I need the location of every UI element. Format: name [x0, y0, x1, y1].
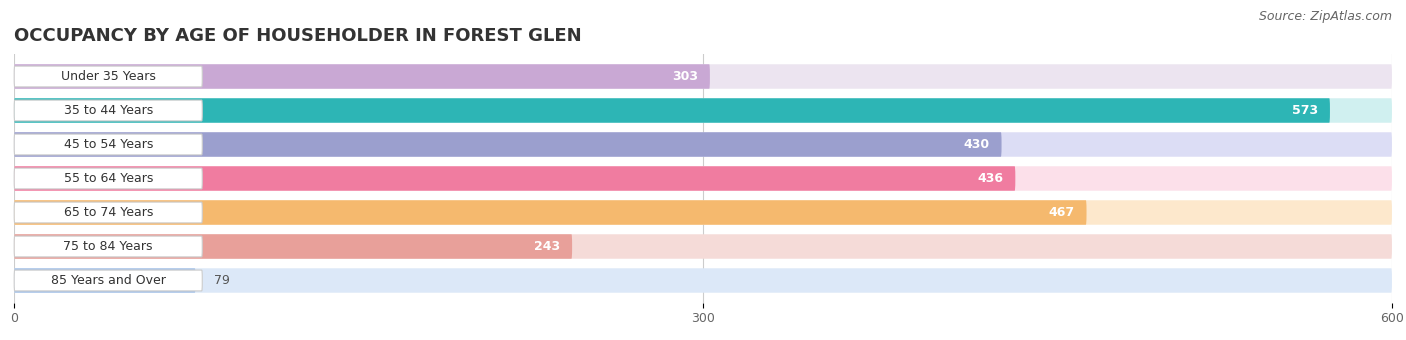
FancyBboxPatch shape	[14, 234, 572, 259]
FancyBboxPatch shape	[14, 268, 195, 293]
FancyBboxPatch shape	[14, 236, 202, 257]
FancyBboxPatch shape	[14, 98, 1330, 123]
FancyBboxPatch shape	[14, 200, 1392, 225]
FancyBboxPatch shape	[14, 66, 202, 87]
Text: 243: 243	[534, 240, 561, 253]
FancyBboxPatch shape	[14, 234, 1392, 259]
Text: 35 to 44 Years: 35 to 44 Years	[63, 104, 153, 117]
FancyBboxPatch shape	[14, 134, 202, 155]
Text: OCCUPANCY BY AGE OF HOUSEHOLDER IN FOREST GLEN: OCCUPANCY BY AGE OF HOUSEHOLDER IN FORES…	[14, 27, 582, 45]
FancyBboxPatch shape	[14, 168, 202, 189]
FancyBboxPatch shape	[14, 98, 1392, 123]
FancyBboxPatch shape	[14, 100, 202, 121]
FancyBboxPatch shape	[14, 166, 1015, 191]
FancyBboxPatch shape	[14, 132, 1392, 157]
Text: 430: 430	[965, 138, 990, 151]
FancyBboxPatch shape	[14, 132, 1001, 157]
Text: 303: 303	[672, 70, 699, 83]
Text: 467: 467	[1049, 206, 1076, 219]
Text: 75 to 84 Years: 75 to 84 Years	[63, 240, 153, 253]
Text: Source: ZipAtlas.com: Source: ZipAtlas.com	[1258, 10, 1392, 23]
Text: Under 35 Years: Under 35 Years	[60, 70, 156, 83]
Text: 573: 573	[1292, 104, 1319, 117]
FancyBboxPatch shape	[14, 64, 710, 89]
Text: 79: 79	[214, 274, 229, 287]
FancyBboxPatch shape	[14, 64, 1392, 89]
Text: 436: 436	[977, 172, 1004, 185]
FancyBboxPatch shape	[14, 270, 202, 291]
Text: 85 Years and Over: 85 Years and Over	[51, 274, 166, 287]
FancyBboxPatch shape	[14, 166, 1392, 191]
FancyBboxPatch shape	[14, 200, 1087, 225]
Text: 55 to 64 Years: 55 to 64 Years	[63, 172, 153, 185]
Text: 65 to 74 Years: 65 to 74 Years	[63, 206, 153, 219]
Text: 45 to 54 Years: 45 to 54 Years	[63, 138, 153, 151]
FancyBboxPatch shape	[14, 202, 202, 223]
FancyBboxPatch shape	[14, 268, 1392, 293]
